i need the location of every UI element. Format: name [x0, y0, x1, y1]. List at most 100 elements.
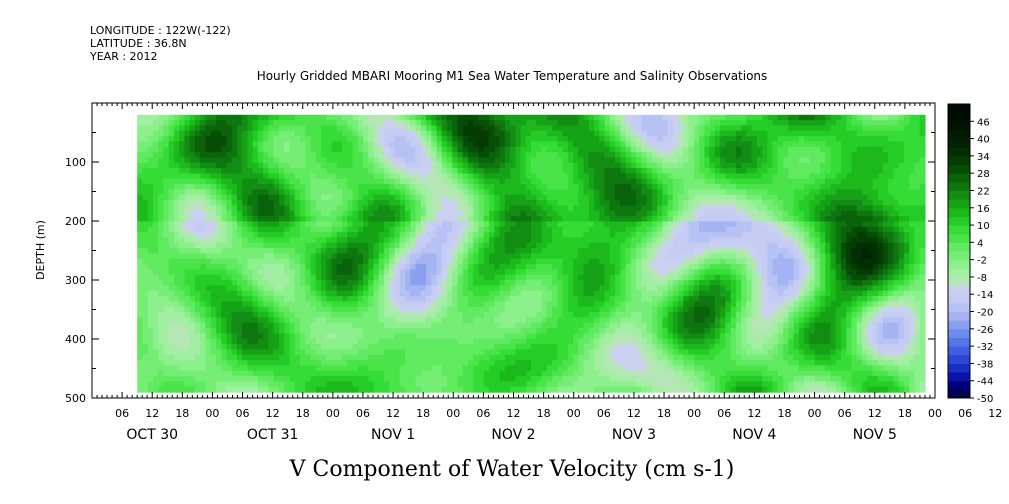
field-cell: [457, 173, 464, 180]
field-cell: [510, 120, 516, 127]
field-cell: [846, 141, 853, 148]
field-cell: [200, 237, 207, 244]
field-cell: [546, 152, 553, 159]
field-cell: [147, 253, 154, 260]
field-cell: [667, 168, 674, 175]
field-cell: [819, 152, 826, 159]
field-cell: [762, 210, 768, 217]
field-cell: [457, 274, 464, 281]
field-cell: [389, 285, 396, 292]
field-cell: [573, 210, 579, 217]
field-cell: [320, 178, 327, 185]
field-cell: [856, 157, 863, 164]
field-cell: [205, 146, 212, 153]
field-cell: [147, 136, 154, 143]
field-cell: [909, 253, 916, 260]
field-cell: [368, 136, 375, 143]
field-cell: [394, 178, 401, 185]
field-cell: [709, 226, 716, 233]
field-cell: [772, 232, 779, 239]
field-cell: [247, 120, 254, 127]
field-cell: [546, 168, 553, 175]
field-cell: [352, 280, 359, 287]
field-cell: [851, 130, 858, 137]
field-cell: [504, 200, 511, 207]
field-cell: [867, 242, 874, 249]
field-cell: [651, 216, 658, 223]
field-cell: [720, 184, 726, 191]
field-cell: [147, 274, 154, 281]
field-cell: [278, 216, 285, 223]
field-cell: [231, 269, 238, 276]
field-cell: [226, 114, 233, 121]
field-cell: [730, 216, 737, 223]
field-cell: [814, 232, 821, 239]
field-cell: [489, 221, 495, 228]
field-cell: [263, 280, 270, 287]
field-cell: [278, 232, 285, 239]
field-cell: [315, 226, 322, 233]
field-cell: [552, 226, 558, 233]
field-cell: [893, 136, 900, 143]
field-cell: [483, 130, 490, 137]
field-cell: [646, 264, 653, 271]
field-cell: [804, 253, 811, 260]
field-cell: [384, 269, 390, 276]
field-cell: [835, 258, 842, 265]
field-cell: [452, 253, 459, 260]
field-cell: [672, 200, 679, 207]
field-cell: [651, 173, 658, 180]
field-cell: [483, 178, 490, 185]
field-cell: [189, 216, 196, 223]
field-cell: [426, 130, 432, 137]
field-cell: [284, 226, 291, 233]
field-cell: [814, 162, 821, 169]
field-cell: [825, 221, 832, 228]
field-cell: [205, 162, 212, 169]
field-cell: [142, 173, 149, 180]
field-cell: [814, 210, 821, 217]
field-cell: [735, 232, 742, 239]
field-cell: [252, 200, 259, 207]
field-cell: [609, 242, 616, 249]
field-cell: [205, 274, 212, 281]
field-cell: [909, 136, 916, 143]
field-cell: [473, 210, 480, 217]
field-cell: [562, 173, 569, 180]
field-cell: [242, 242, 249, 249]
field-cell: [751, 216, 758, 223]
field-cell: [310, 269, 317, 276]
field-cell: [147, 248, 154, 255]
field-cell: [914, 274, 921, 281]
field-cell: [720, 120, 726, 127]
field-cell: [468, 120, 474, 127]
field-cell: [872, 168, 879, 175]
field-cell: [688, 184, 695, 191]
field-cell: [468, 178, 474, 185]
field-cell: [709, 136, 716, 143]
field-cell: [210, 216, 217, 223]
field-cell: [163, 280, 170, 287]
field-cell: [546, 125, 553, 132]
field-cell: [594, 216, 600, 223]
field-cell: [504, 253, 511, 260]
field-cell: [898, 264, 905, 271]
field-cell: [609, 146, 616, 153]
field-cell: [625, 152, 632, 159]
field-cell: [221, 114, 228, 121]
field-cell: [609, 237, 616, 244]
field-cell: [357, 253, 364, 260]
field-cell: [909, 146, 916, 153]
field-cell: [699, 216, 705, 223]
field-cell: [809, 264, 816, 271]
field-cell: [772, 184, 779, 191]
field-cell: [305, 146, 312, 153]
field-cell: [615, 232, 621, 239]
field-cell: [525, 189, 532, 196]
field-cell: [142, 130, 149, 137]
field-cell: [804, 136, 811, 143]
field-cell: [541, 168, 548, 175]
field-cell: [194, 237, 201, 244]
field-cell: [567, 184, 574, 191]
field-cell: [536, 248, 543, 255]
